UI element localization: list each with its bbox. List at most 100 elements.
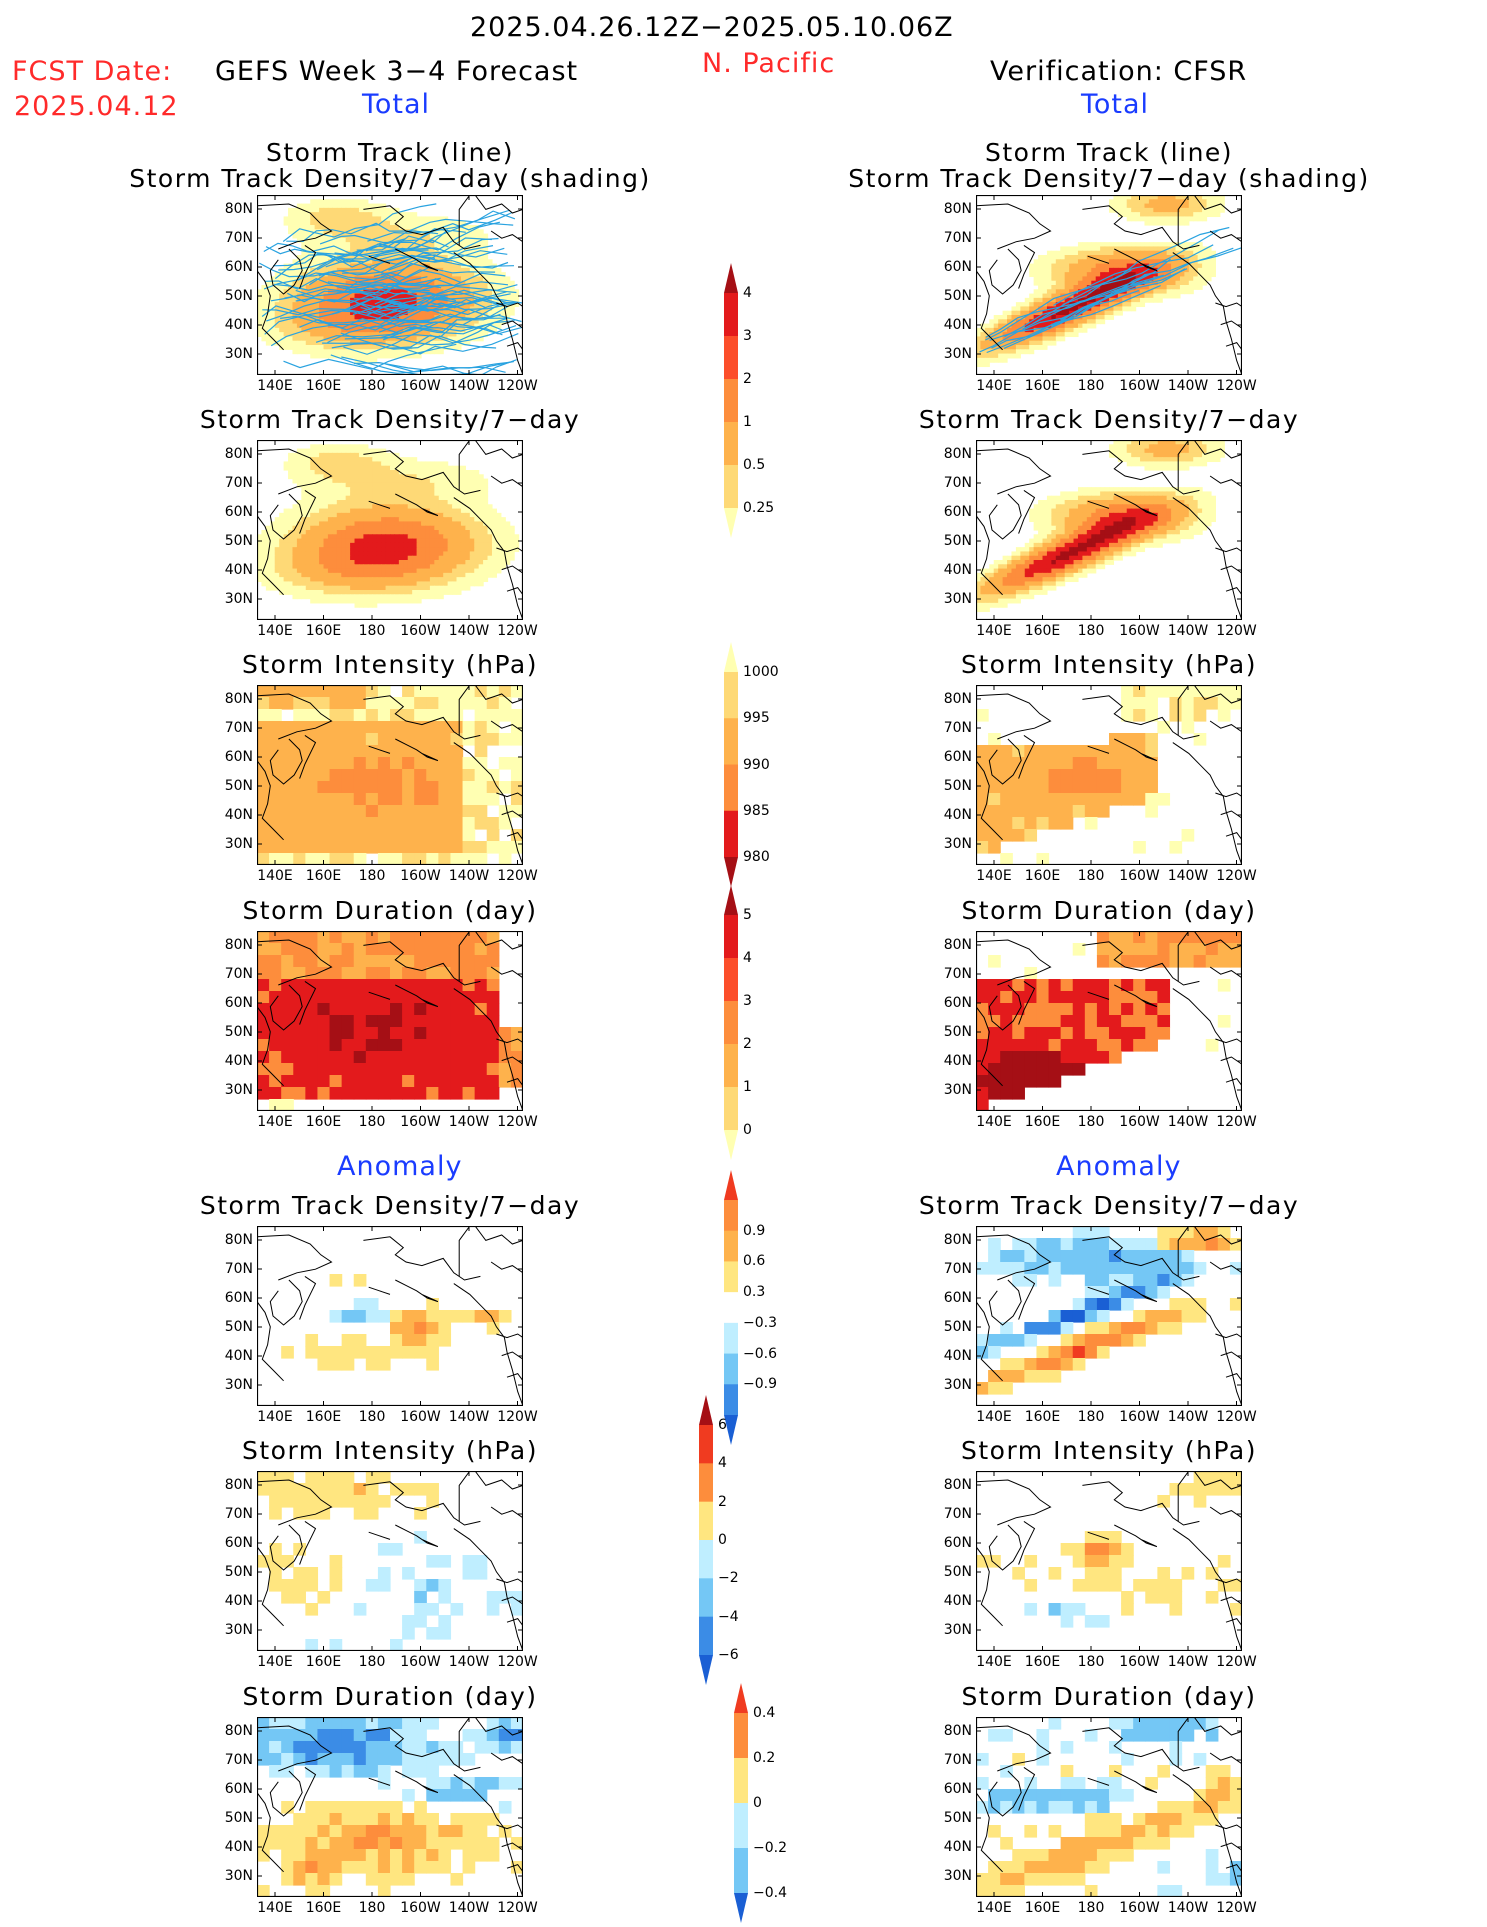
shade-cell bbox=[315, 449, 320, 454]
shade-cell bbox=[403, 534, 408, 539]
shade-cell bbox=[394, 496, 399, 501]
shade-cell bbox=[350, 590, 355, 595]
shade-cell bbox=[355, 315, 360, 320]
shade-cell bbox=[483, 517, 488, 522]
shade-cell bbox=[390, 504, 395, 509]
shade-cell bbox=[292, 461, 297, 466]
shade-cell bbox=[381, 577, 386, 582]
shade-cell bbox=[324, 569, 329, 574]
shade-cell bbox=[479, 530, 484, 535]
shade-cell bbox=[1158, 449, 1163, 454]
shade-cell bbox=[448, 590, 453, 595]
shade-cell bbox=[355, 457, 360, 462]
shade-cell bbox=[297, 577, 302, 582]
shade-cell bbox=[1034, 341, 1039, 346]
shade-cell bbox=[412, 530, 417, 535]
shade-cell bbox=[483, 556, 488, 561]
shade-cell bbox=[355, 238, 360, 243]
shade-cell bbox=[399, 547, 404, 552]
lon-label: 180 bbox=[359, 624, 386, 638]
shade-cell bbox=[457, 586, 462, 591]
shade-cell bbox=[1207, 444, 1212, 449]
shade-cell bbox=[284, 521, 289, 526]
shade-cell bbox=[443, 234, 448, 239]
shade-cell bbox=[346, 242, 351, 247]
shade-cell bbox=[1198, 208, 1203, 213]
shade-cell bbox=[1158, 221, 1163, 226]
shade-cell bbox=[337, 547, 342, 552]
shade-cell bbox=[439, 556, 444, 561]
shade-cell bbox=[372, 466, 377, 471]
shade-cell bbox=[1131, 306, 1136, 311]
shade-cell bbox=[355, 483, 360, 488]
shade-cell bbox=[412, 551, 417, 556]
shade-cell bbox=[1074, 246, 1079, 251]
shade-cell bbox=[443, 487, 448, 492]
shade-cell bbox=[1082, 509, 1087, 514]
shade-cell bbox=[408, 470, 413, 475]
shade-cell bbox=[284, 590, 289, 595]
shade-cell bbox=[390, 208, 395, 213]
shade-cell bbox=[368, 577, 373, 582]
shade-cell bbox=[319, 551, 324, 556]
shade-cell bbox=[275, 560, 280, 565]
shade-cell bbox=[1069, 246, 1074, 251]
shade-cell bbox=[514, 289, 519, 294]
shade-cell bbox=[324, 521, 329, 526]
shade-cell bbox=[310, 487, 315, 492]
shade-cell bbox=[1065, 276, 1070, 281]
shade-cell bbox=[1118, 281, 1123, 286]
shade-cell bbox=[1167, 221, 1172, 226]
shade-cell bbox=[1202, 268, 1207, 273]
shade-cell bbox=[1109, 259, 1114, 264]
shade-cell bbox=[492, 509, 497, 514]
shade-cell bbox=[337, 449, 342, 454]
shade-cell bbox=[474, 526, 479, 531]
shade-cell bbox=[492, 526, 497, 531]
shade-cell bbox=[439, 479, 444, 484]
shade-cell bbox=[1069, 332, 1074, 337]
shade-cell bbox=[1047, 500, 1052, 505]
shade-cell bbox=[1215, 199, 1220, 204]
shade-cell bbox=[1167, 208, 1172, 213]
shade-cell bbox=[332, 599, 337, 604]
shade-cell bbox=[1189, 276, 1194, 281]
shade-cell bbox=[315, 599, 320, 604]
shade-cell bbox=[390, 453, 395, 458]
shade-cell bbox=[310, 573, 315, 578]
shade-cell bbox=[359, 586, 364, 591]
shade-cell bbox=[315, 530, 320, 535]
shade-cell bbox=[346, 564, 351, 569]
shade-cell bbox=[306, 543, 311, 548]
shade-cell bbox=[465, 530, 470, 535]
shade-cell bbox=[355, 581, 360, 586]
shade-cell bbox=[408, 509, 413, 514]
shade-cell bbox=[1136, 246, 1141, 251]
shade-cell bbox=[363, 345, 368, 350]
shade-cell bbox=[1144, 491, 1149, 496]
shade-cell bbox=[350, 513, 355, 518]
shade-cell bbox=[394, 573, 399, 578]
shade-cell bbox=[337, 577, 342, 582]
shade-cell bbox=[1069, 264, 1074, 269]
shade-cell bbox=[368, 212, 373, 217]
shade-cell bbox=[1082, 255, 1087, 260]
shade-cell bbox=[332, 479, 337, 484]
shade-cell bbox=[1007, 354, 1012, 359]
shade-cell bbox=[430, 556, 435, 561]
shade-cell bbox=[434, 551, 439, 556]
shade-cell bbox=[328, 560, 333, 565]
shade-cell bbox=[350, 573, 355, 578]
shade-cell bbox=[1140, 298, 1145, 303]
shade-cell bbox=[1074, 281, 1079, 286]
shade-cell bbox=[1184, 487, 1189, 492]
shade-cell bbox=[341, 204, 346, 209]
shade-cell bbox=[1056, 289, 1061, 294]
shade-cell bbox=[501, 517, 506, 522]
shade-cell bbox=[346, 221, 351, 226]
shade-cell bbox=[412, 466, 417, 471]
shade-cell bbox=[1198, 461, 1203, 466]
shade-cell bbox=[310, 349, 315, 354]
shade-cell bbox=[350, 466, 355, 471]
shade-cell bbox=[324, 199, 329, 204]
